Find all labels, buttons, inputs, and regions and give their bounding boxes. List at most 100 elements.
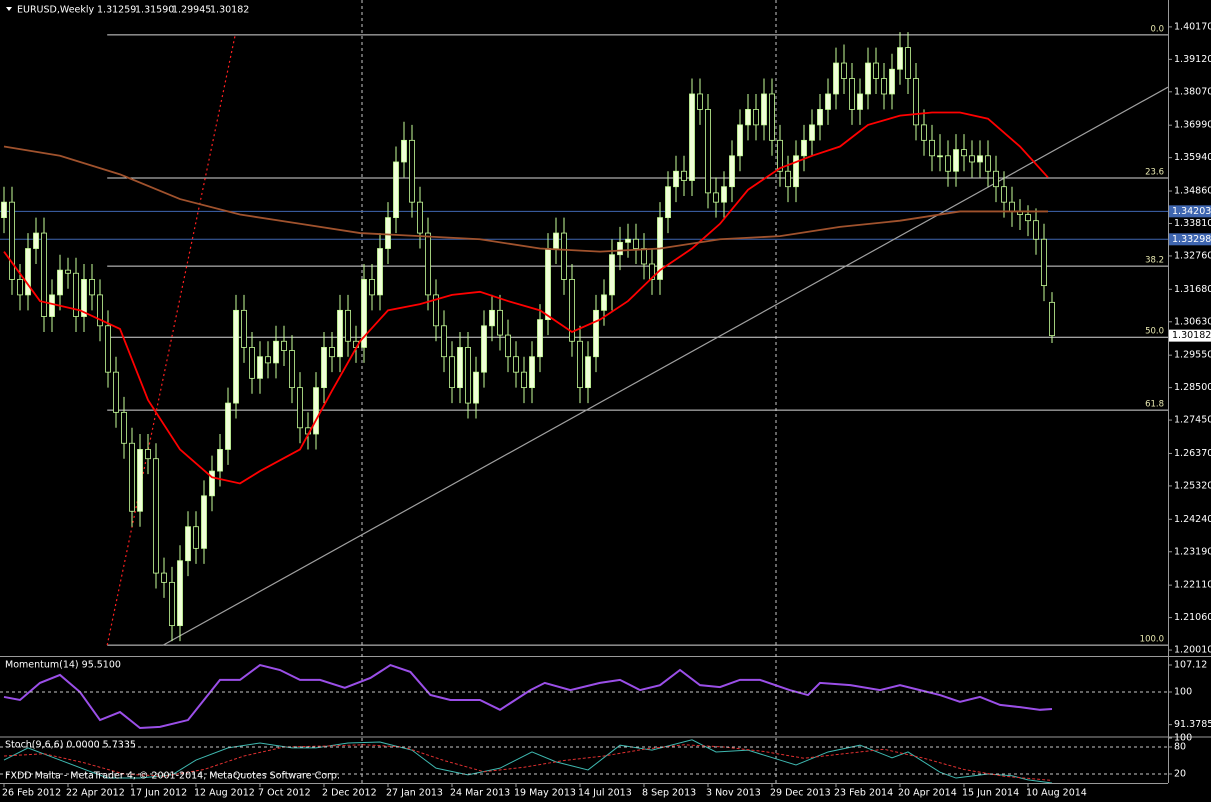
menu-arrow[interactable] <box>6 7 12 11</box>
candle-body <box>233 309 239 404</box>
candle-body <box>817 109 823 126</box>
candle-body <box>841 62 847 79</box>
candle-body <box>505 334 511 358</box>
x-tick-label: 27 Jan 2013 <box>386 788 443 799</box>
candle-body <box>321 347 327 389</box>
candle-body <box>89 279 95 296</box>
candle-body <box>425 232 431 296</box>
x-tick-label: 26 Feb 2012 <box>2 788 61 799</box>
candle-body <box>729 155 735 188</box>
candle-body <box>865 62 871 95</box>
candle-body <box>25 248 31 296</box>
y-tick-label: 107.12 <box>1174 660 1207 671</box>
candle-body <box>81 279 87 317</box>
candle-body <box>457 347 463 389</box>
candle-body <box>369 279 375 296</box>
candle-body <box>417 201 423 234</box>
candle-body <box>705 109 711 194</box>
x-tick-label: 20 Apr 2014 <box>898 788 957 799</box>
candle-body <box>265 356 271 364</box>
candle-body <box>49 294 55 317</box>
candle-body <box>665 186 671 219</box>
candle-body <box>273 340 279 364</box>
candle-body <box>857 93 863 110</box>
candle-body <box>609 254 615 296</box>
candle-body <box>225 402 231 450</box>
candle-body <box>337 309 343 358</box>
candle-body <box>57 269 63 296</box>
candle-body <box>545 248 551 321</box>
candle-body <box>793 155 799 188</box>
stoch-title: Stoch(9,6,6) 0.0000 5.7335 <box>5 740 136 751</box>
candle-body <box>1009 201 1015 212</box>
y-tick-label: 100 <box>1174 686 1192 697</box>
y-tick-label: 1.27450 <box>1174 415 1211 426</box>
candle-body <box>1001 186 1007 203</box>
candle-body <box>97 294 103 327</box>
candle-body <box>849 78 855 110</box>
candle-body <box>169 581 175 627</box>
candle-body <box>985 155 991 172</box>
price-label: 1.34203 <box>1172 206 1211 217</box>
candle-body <box>385 217 391 249</box>
momentum-title: Momentum(14) 95.5100 <box>5 660 121 671</box>
y-tick-label: 91.3785 <box>1174 719 1211 730</box>
candle-body <box>209 470 215 497</box>
y-tick-label: 1.23190 <box>1174 546 1211 557</box>
fibo-label: 38.2 <box>1145 256 1164 266</box>
x-tick-label: 15 Jun 2014 <box>962 788 1019 799</box>
y-tick-label: 1.40170 <box>1174 21 1211 32</box>
candle-body <box>481 325 487 373</box>
candle-body <box>361 279 367 348</box>
price-label-box <box>1169 233 1211 246</box>
ohlc-close: 1.30182 <box>210 5 249 16</box>
candle-body <box>121 411 127 444</box>
y-tick-label: 1.30630 <box>1174 316 1211 327</box>
candle-body <box>969 155 975 163</box>
candle-body <box>937 155 943 158</box>
candle-body <box>529 356 535 389</box>
candle-body <box>201 495 207 549</box>
y-tick-label: 1.20010 <box>1174 645 1211 656</box>
candle-body <box>145 449 151 460</box>
candle-body <box>17 279 23 296</box>
candle-body <box>809 124 815 141</box>
x-tick-label: 14 Jul 2013 <box>578 788 632 799</box>
candle-body <box>521 371 527 389</box>
candle-body <box>1 201 7 219</box>
candle-body <box>289 350 295 389</box>
candle-body <box>673 170 679 188</box>
indicator-line <box>3 739 1053 783</box>
y-tick-label: 100 <box>1174 733 1192 744</box>
x-tick-label: 10 Aug 2014 <box>1026 788 1087 799</box>
candle-body <box>297 387 303 429</box>
candle-body <box>33 232 39 249</box>
candle-body <box>961 149 967 157</box>
candle-body <box>561 232 567 280</box>
candle-body <box>193 526 199 549</box>
candle-body <box>601 294 607 311</box>
x-tick-label: 17 Jun 2012 <box>130 788 187 799</box>
candle-body <box>713 192 719 203</box>
y-tick-label: 1.35940 <box>1174 152 1211 163</box>
candle-body <box>825 93 831 110</box>
candle-body <box>153 458 159 574</box>
fibo-label: 100.0 <box>1140 635 1164 645</box>
y-tick-label: 1.24240 <box>1174 514 1211 525</box>
x-tick-label: 7 Oct 2012 <box>258 788 311 799</box>
copyright: FXDD Malta - MetaTrader 4, © 2001-2014, … <box>5 771 340 782</box>
candle-body <box>393 161 399 219</box>
symbol: EURUSD,Weekly <box>17 5 95 16</box>
candle-body <box>577 340 583 389</box>
candle-body <box>441 325 447 358</box>
candle-body <box>921 124 927 141</box>
candle-body <box>617 241 623 256</box>
candle-body <box>537 319 543 358</box>
ohlc-open: 1.31259 <box>97 5 136 16</box>
x-tick-label: 29 Dec 2013 <box>770 788 831 799</box>
x-tick-label: 22 Apr 2012 <box>66 788 125 799</box>
y-tick-label: 1.25320 <box>1174 480 1211 491</box>
candle-body <box>177 560 183 627</box>
candle-body <box>9 201 15 280</box>
candle-body <box>489 309 495 327</box>
